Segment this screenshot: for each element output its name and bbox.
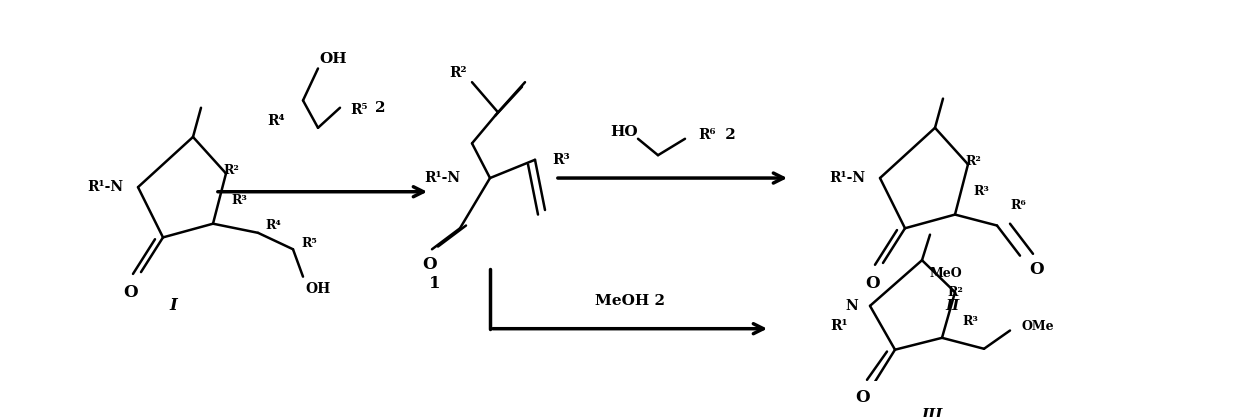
Text: R²: R² [223, 164, 239, 177]
Text: N: N [846, 299, 858, 313]
Text: II: II [945, 299, 959, 313]
Text: 2: 2 [720, 128, 735, 142]
Text: O: O [124, 284, 139, 301]
Text: OH: OH [319, 53, 347, 66]
Text: R³: R³ [973, 185, 988, 198]
Text: R⁵: R⁵ [350, 103, 367, 117]
Text: R¹-N: R¹-N [424, 171, 460, 185]
Text: HO: HO [610, 126, 639, 139]
Text: O: O [866, 274, 880, 291]
Text: 1: 1 [429, 274, 440, 291]
Text: R³: R³ [962, 315, 978, 328]
Text: O: O [423, 256, 438, 273]
Text: MeOH 2: MeOH 2 [595, 294, 665, 308]
Text: I: I [169, 297, 177, 314]
Text: R¹-N: R¹-N [87, 180, 123, 194]
Text: R²: R² [965, 155, 981, 168]
Text: R²: R² [449, 66, 466, 80]
Text: R⁴: R⁴ [268, 113, 285, 128]
Text: R³: R³ [552, 153, 569, 167]
Text: R⁵: R⁵ [301, 237, 317, 250]
Text: OH: OH [305, 282, 330, 296]
Text: 2: 2 [374, 101, 386, 115]
Text: R³: R³ [231, 194, 247, 207]
Text: R⁶: R⁶ [1011, 199, 1025, 212]
Text: O: O [856, 389, 870, 406]
Text: R⁶: R⁶ [698, 128, 715, 142]
Text: R¹: R¹ [831, 319, 848, 333]
Text: III: III [921, 408, 942, 417]
Text: R¹-N: R¹-N [828, 171, 866, 185]
Text: R⁴: R⁴ [265, 219, 281, 232]
Text: MeO: MeO [930, 267, 962, 280]
Text: R²: R² [947, 286, 963, 299]
Text: OMe: OMe [1022, 320, 1055, 333]
Text: O: O [1029, 261, 1044, 278]
